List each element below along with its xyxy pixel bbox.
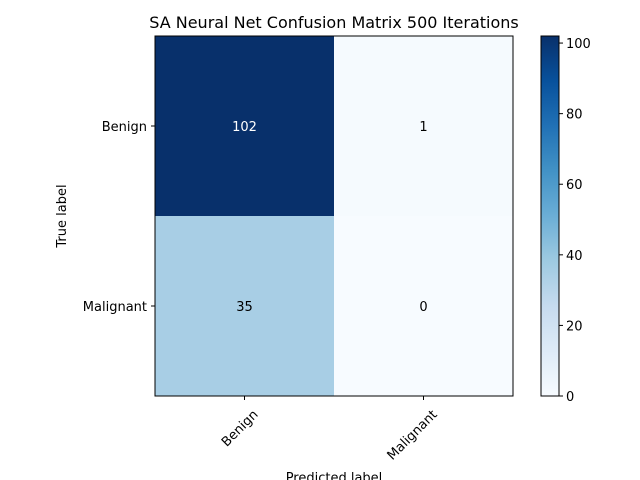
x-axis-label: Predicted label [286, 471, 383, 480]
colorbar-tick-label: 0 [566, 390, 574, 405]
heatmap-cell-labels: 102 1 35 0 [232, 120, 428, 315]
y-axis-ticks: Benign Malignant [83, 120, 155, 315]
plot-frame [154, 35, 514, 397]
y-tick-label: Benign [102, 120, 147, 135]
heatmap-cells [155, 36, 513, 396]
cell-value-label: 1 [419, 120, 427, 135]
colorbar-tick-label: 40 [566, 249, 583, 264]
colorbar-ticks: 0 20 40 60 80 100 [559, 37, 591, 405]
y-axis-label: True label [55, 184, 70, 248]
x-tick-label: Malignant [385, 407, 441, 463]
heatmap-cell [155, 36, 334, 216]
colorbar [540, 35, 560, 397]
chart-title: SA Neural Net Confusion Matrix 500 Itera… [149, 13, 518, 32]
cell-value-label: 102 [232, 120, 257, 135]
x-tick-label: Benign [219, 407, 262, 450]
heatmap-cell [155, 216, 334, 396]
x-axis-ticks: Benign Malignant [219, 396, 441, 463]
cell-value-label: 35 [236, 300, 253, 315]
cell-value-label: 0 [419, 300, 427, 315]
heatmap-cell [334, 216, 513, 396]
colorbar-tick-label: 100 [566, 37, 591, 52]
colorbar-tick-label: 60 [566, 178, 583, 193]
colorbar-tick-label: 20 [566, 319, 583, 334]
heatmap-cell [334, 36, 513, 216]
y-tick-label: Malignant [83, 300, 147, 315]
colorbar-tick-label: 80 [566, 108, 583, 123]
